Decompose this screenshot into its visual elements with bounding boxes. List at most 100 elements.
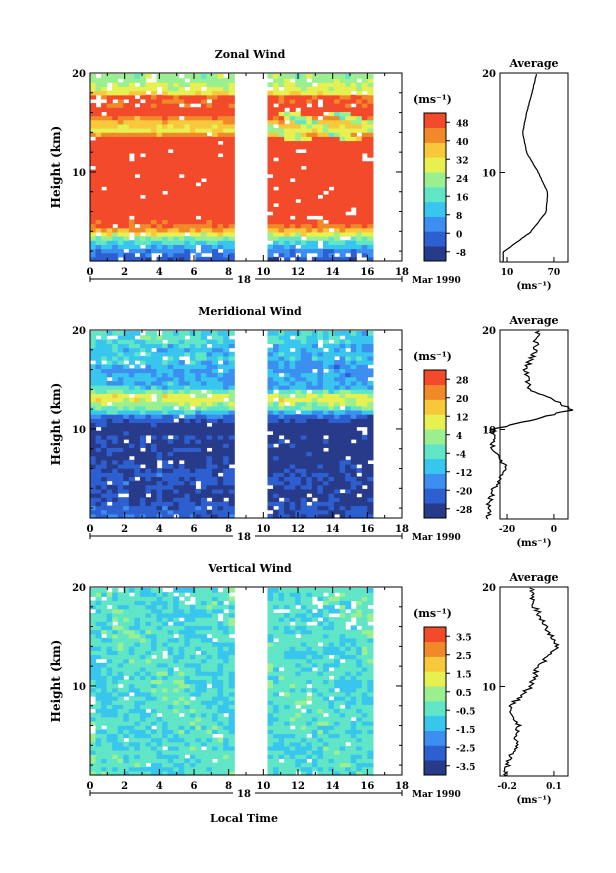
heatmap-cell bbox=[212, 455, 219, 461]
heatmap-cell bbox=[139, 198, 147, 204]
heatmap-cell bbox=[101, 505, 108, 511]
heatmap-cell bbox=[101, 662, 108, 668]
heatmap-cell bbox=[306, 107, 313, 112]
heatmap-cell bbox=[90, 484, 97, 490]
heatmap-cell bbox=[139, 186, 147, 191]
heatmap-cell bbox=[123, 629, 130, 635]
heatmap-cell bbox=[90, 227, 97, 233]
heatmap-cell bbox=[178, 236, 185, 241]
heatmap-cell bbox=[178, 206, 185, 212]
heatmap-cell bbox=[156, 691, 163, 697]
heatmap-cell bbox=[117, 662, 124, 668]
heatmap-cell bbox=[101, 426, 108, 432]
heatmap-cell bbox=[106, 165, 113, 171]
heatmap-cell bbox=[156, 637, 163, 643]
heatmap-cell bbox=[145, 459, 152, 465]
heatmap-cell bbox=[317, 468, 324, 473]
heatmap-cell bbox=[189, 612, 196, 618]
heatmap-cell bbox=[112, 696, 119, 701]
heatmap-cell bbox=[345, 488, 352, 494]
heatmap-cell bbox=[123, 364, 130, 369]
heatmap-cell bbox=[123, 339, 130, 345]
heatmap-cell bbox=[156, 148, 163, 154]
heatmap-cell bbox=[361, 219, 368, 225]
heatmap-cell bbox=[228, 468, 235, 473]
heatmap-cell bbox=[184, 488, 191, 494]
heatmap-cell bbox=[123, 708, 130, 714]
heatmap-cell bbox=[361, 194, 368, 200]
heatmap-cell bbox=[95, 190, 102, 196]
heatmap-cell bbox=[134, 637, 141, 643]
heatmap-cell bbox=[212, 111, 219, 117]
heatmap-cell bbox=[339, 103, 346, 108]
heatmap-cell bbox=[367, 219, 374, 225]
heatmap-cell bbox=[350, 73, 357, 79]
heatmap-cell bbox=[128, 132, 135, 137]
heatmap-cell bbox=[345, 140, 352, 146]
heatmap-cell bbox=[317, 368, 324, 374]
heatmap-cell bbox=[311, 380, 319, 386]
heatmap-cell bbox=[178, 497, 185, 502]
heatmap-cell bbox=[184, 468, 191, 473]
heatmap-cell bbox=[95, 240, 102, 245]
heatmap-cell bbox=[339, 82, 346, 88]
heatmap-cell bbox=[300, 493, 307, 498]
heatmap-cell bbox=[306, 393, 313, 399]
heatmap-cell bbox=[200, 372, 208, 378]
heatmap-cell bbox=[184, 675, 191, 681]
heatmap-cell bbox=[206, 737, 213, 743]
heatmap-cell bbox=[151, 380, 158, 386]
heatmap-cell bbox=[356, 173, 363, 179]
heatmap-cell bbox=[200, 418, 208, 424]
heatmap-cell bbox=[284, 451, 291, 457]
heatmap-cell bbox=[334, 484, 341, 490]
heatmap-cell bbox=[123, 128, 130, 133]
heatmap-cell bbox=[128, 206, 135, 212]
heatmap-cell bbox=[322, 397, 330, 403]
heatmap-cell bbox=[156, 368, 163, 374]
heatmap-cell bbox=[328, 409, 335, 415]
heatmap-cell bbox=[273, 115, 280, 121]
heatmap-cell bbox=[162, 451, 169, 457]
heatmap-cell bbox=[300, 430, 307, 436]
heatmap-cell bbox=[139, 758, 147, 764]
heatmap-cell bbox=[145, 364, 152, 369]
heatmap-cell bbox=[278, 219, 285, 225]
heatmap-cell bbox=[145, 696, 152, 701]
heatmap-cell bbox=[90, 140, 97, 146]
heatmap-cell bbox=[112, 596, 119, 602]
heatmap-cell bbox=[289, 182, 296, 187]
heatmap-cell bbox=[173, 476, 180, 482]
heatmap-cell bbox=[123, 132, 130, 137]
heatmap-cell bbox=[90, 472, 97, 478]
heatmap-cell bbox=[223, 330, 230, 336]
heatmap-cell bbox=[361, 380, 368, 386]
heatmap-cell bbox=[195, 86, 202, 92]
heatmap-cell bbox=[195, 621, 202, 626]
heatmap-cell bbox=[112, 128, 119, 133]
heatmap-cell bbox=[162, 198, 169, 204]
heatmap-cell bbox=[273, 148, 280, 154]
heatmap-cell bbox=[273, 330, 280, 336]
heatmap-cell bbox=[173, 128, 180, 133]
heatmap-cell bbox=[334, 215, 341, 221]
heatmap-cell bbox=[317, 351, 324, 357]
heatmap-cell bbox=[317, 501, 324, 507]
heatmap-cell bbox=[317, 140, 324, 146]
heatmap-cell bbox=[328, 94, 335, 100]
heatmap-cell bbox=[123, 227, 130, 233]
heatmap-cell bbox=[156, 434, 163, 440]
heatmap-cell bbox=[156, 455, 163, 461]
heatmap-cell bbox=[145, 182, 152, 187]
heatmap-cell bbox=[189, 762, 196, 768]
heatmap-cell bbox=[184, 223, 191, 229]
heatmap-cell bbox=[162, 754, 169, 759]
heatmap-cell bbox=[317, 397, 324, 403]
heatmap-cell bbox=[195, 335, 202, 340]
heatmap-cell bbox=[367, 190, 374, 196]
heatmap-cell bbox=[112, 463, 119, 469]
heatmap-cell bbox=[228, 202, 235, 208]
heatmap-cell bbox=[178, 468, 185, 473]
heatmap-cell bbox=[278, 360, 285, 365]
